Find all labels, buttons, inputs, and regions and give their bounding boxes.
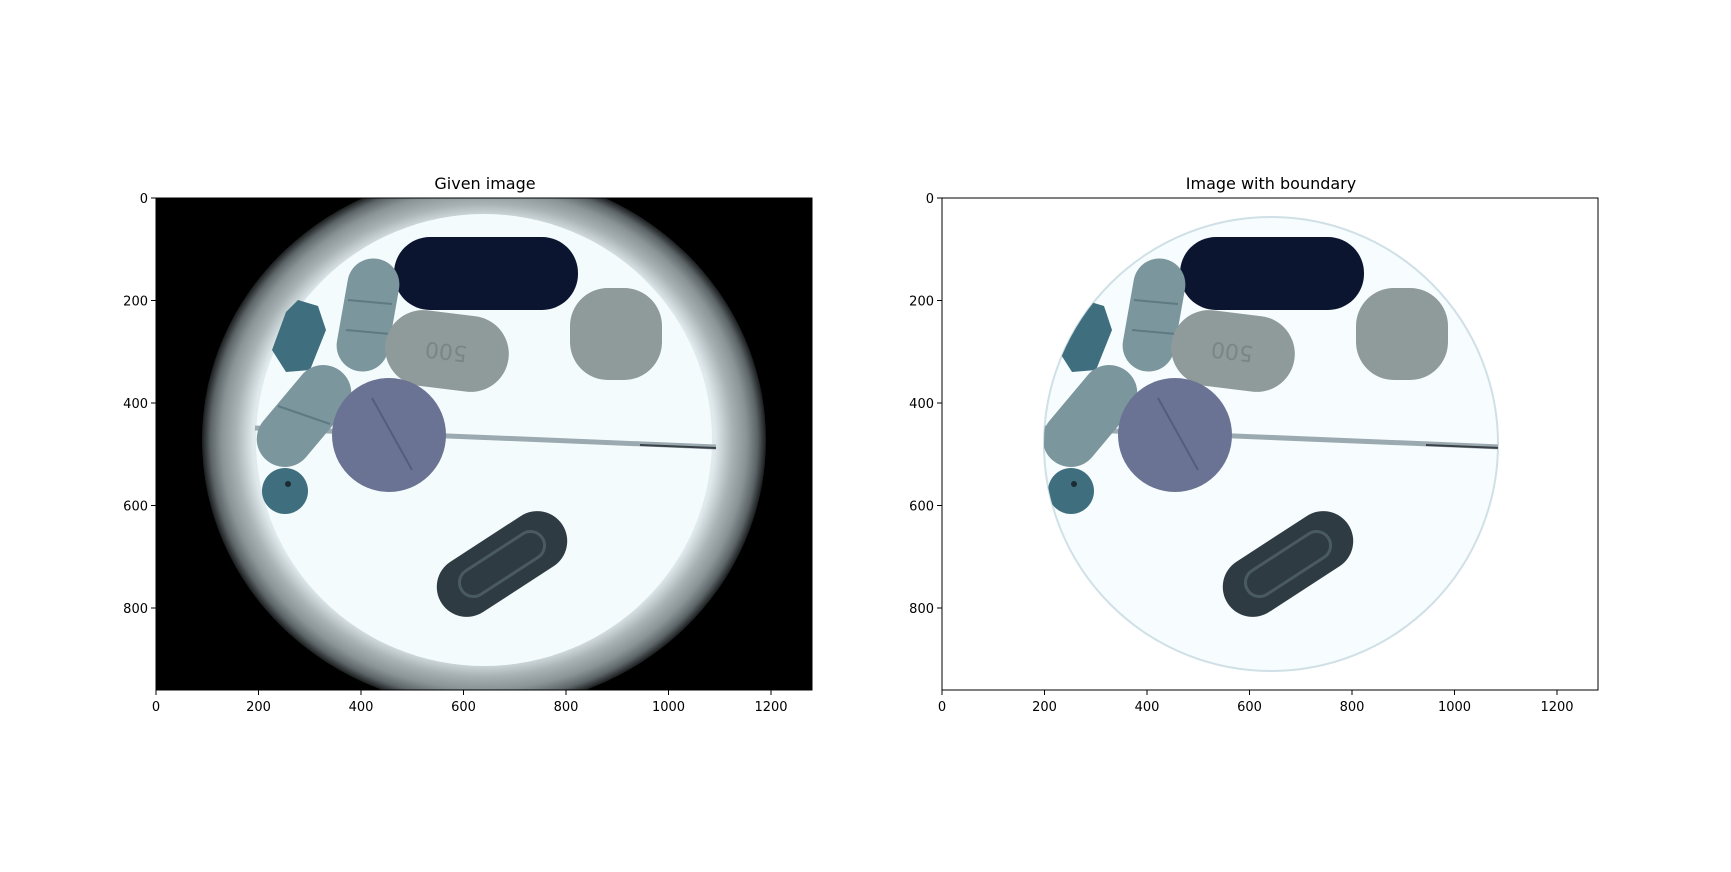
right-x-tick-label: 400 [1135,700,1160,715]
right-x-tick-label: 800 [1340,700,1365,715]
right-x-tick-label: 1000 [1438,700,1471,715]
right-y-tick-label: 0 [926,192,934,207]
right-x-tick-label: 0 [938,700,946,715]
right-x-tick-label: 1200 [1540,700,1573,715]
right-axes-frame [941,197,1599,691]
right-y-tick-label: 600 [909,500,934,515]
right-image: 500 [942,198,1598,690]
right-x-tick-label: 600 [1237,700,1262,715]
left-x-tick-label: 1000 [652,700,685,715]
left-x-tick-label: 1200 [754,700,787,715]
right-y-tick-label: 400 [909,397,934,412]
left-y-tick-label: 400 [123,397,148,412]
left-x-tick-label: 0 [152,700,160,715]
pill-imprint-right: 500 [1210,336,1255,366]
left-x-tick-label: 200 [246,700,271,715]
left-y-tick-label: 600 [123,500,148,515]
pill-imprint: 500 [424,336,469,366]
tick-layer: 0 200 400 600 800 1000 1200 0 200 400 600 800 0 200 40… [123,192,1573,715]
right-y-tick-label: 800 [909,602,934,617]
left-y-tick-label: 800 [123,602,148,617]
left-axes-frame [155,197,813,691]
left-image: 500 [156,198,812,690]
left-y-tick-label: 200 [123,295,148,310]
left-x-tick-label: 600 [451,700,476,715]
left-panel-title: Given image [434,174,536,193]
right-y-tick-label: 200 [909,295,934,310]
left-x-tick-label: 800 [554,700,579,715]
left-x-tick-label: 400 [349,700,374,715]
right-panel-title: Image with boundary [1185,174,1357,193]
right-x-tick-label: 200 [1032,700,1057,715]
left-y-tick-label: 0 [140,192,148,207]
